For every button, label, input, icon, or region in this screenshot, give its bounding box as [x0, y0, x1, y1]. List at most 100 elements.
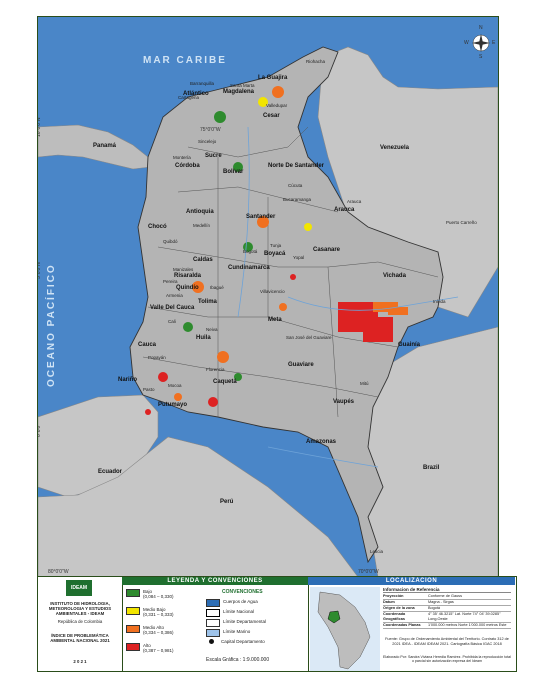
department-label: Vaupés: [333, 399, 355, 405]
capital-label: Riohacha: [306, 59, 326, 64]
legend-class-range: (0,334 – 0,386): [143, 630, 174, 635]
department-label: Caquetá: [213, 379, 237, 385]
capital-label: Valledupar: [266, 103, 288, 108]
capital-label: Popayán: [148, 355, 166, 360]
convention-item: Capital Departamento: [206, 639, 265, 644]
capital-label: Florencia: [206, 367, 225, 372]
country-label: Panamá: [93, 143, 117, 149]
location-header: LOCALIZACION: [308, 577, 515, 585]
legend-class: Bajo (0,084 – 0,330): [126, 589, 174, 599]
map-frame: MAR CARIBE OCEANO PACÍFICO N S E W Panam…: [37, 16, 499, 578]
lon-label: 75°0'0"W: [200, 127, 221, 133]
compass-e: E: [492, 40, 496, 46]
department-label: Norte De Santander: [268, 163, 325, 169]
legend-swatch: [126, 643, 140, 651]
institution-country: República de Colombia: [57, 619, 103, 624]
department-label: Antioquia: [186, 209, 214, 215]
country-label: Venezuela: [380, 145, 410, 151]
capital-label: Santa Marta: [230, 83, 255, 88]
country-label: Ecuador: [98, 469, 123, 475]
compass-s: S: [479, 54, 483, 60]
department-label: Meta: [268, 317, 282, 323]
info-row: Origen de la zona Bogotá: [383, 606, 511, 612]
department-label: Boyacá: [264, 251, 286, 257]
panama-landmass: [38, 124, 151, 170]
capital-label: Medellín: [193, 223, 211, 228]
compass-w: W: [464, 40, 469, 46]
capital-label: Cartagena: [178, 95, 200, 100]
convention-item: Límite Departamental: [206, 619, 266, 627]
capital-label: Arauca: [347, 199, 362, 204]
department-label: Amazonas: [306, 439, 337, 445]
department-label: Risaralda: [174, 273, 202, 279]
convention-label: Límite Nacional: [223, 609, 255, 614]
department-label: Putumayo: [158, 402, 188, 408]
source-text: Fuente: Grupo de Ordenamiento Ambiental …: [385, 637, 509, 646]
legend-box: LEYENDA Y CONVENCIONES Bajo (0,084 – 0,33…: [122, 577, 309, 671]
capital-label: Montería: [173, 155, 191, 160]
scale-label: Escala Gráfica : 1:9.000.000: [206, 657, 270, 663]
convention-label: Límite Marino: [223, 629, 251, 634]
capital-label: Puerto Carreño: [446, 220, 477, 225]
legend-class-range: (0,084 – 0,330): [143, 594, 174, 599]
map-canvas: [38, 17, 498, 577]
department-label: Guaviare: [288, 362, 314, 368]
capital-label: Bucaramanga: [283, 197, 312, 202]
convention-label: Capital Departamento: [221, 639, 265, 644]
department-label: Chocó: [148, 224, 167, 230]
compass-icon: [472, 34, 490, 52]
institution-box: IDEAM INSTITUTO DE HIDROLOGIA, METEOROLO…: [38, 577, 123, 671]
capital-label: Neiva: [206, 327, 218, 332]
department-label: Vichada: [383, 273, 406, 279]
index-hotspots: [145, 86, 408, 415]
capital-label: Bogotá: [243, 249, 258, 254]
legend-class: Medio Alto (0,334 – 0,386): [126, 625, 174, 635]
department-label: Guainía: [398, 342, 421, 348]
department-label: Magdalena: [223, 89, 255, 95]
department-label: Cundinamarca: [228, 265, 270, 271]
legend-panel: IDEAM INSTITUTO DE HIDROLOGIA, METEOROLO…: [37, 576, 517, 672]
compass-n: N: [479, 25, 483, 31]
capital-dot-icon: [209, 639, 214, 644]
capital-label: Mocoa: [168, 383, 182, 388]
capital-label: Pereira: [163, 279, 178, 284]
legend-class-label: Medio Bajo: [143, 607, 166, 612]
country-label: Brazil: [423, 465, 440, 471]
department-label: Bolívar: [223, 169, 244, 175]
capital-label: Tunja: [270, 243, 282, 248]
info-row: Proyección Conforme de Gauss: [383, 594, 511, 600]
department-label: Tolima: [198, 299, 217, 305]
department-label: Córdoba: [175, 163, 200, 169]
location-box: LOCALIZACION Informacion de Referencia P…: [308, 577, 515, 671]
convention-label: Límite Departamental: [223, 619, 267, 624]
capital-label: Sincelejo: [198, 139, 217, 144]
department-label: La Guajira: [258, 75, 288, 81]
capital-label: Leticia: [370, 549, 384, 554]
caribbean-sea-label: MAR CARIBE: [143, 55, 227, 66]
legend-class-label: Medio Alto: [143, 625, 165, 630]
legend-swatch: [126, 625, 140, 633]
department-label: Caldas: [193, 257, 213, 263]
department-label: Arauca: [334, 207, 355, 213]
convention-item: Cuerpos de Agua: [206, 599, 258, 607]
department-label: Sucre: [205, 153, 222, 159]
legend-class-range: (0,387 – 0,981): [143, 648, 174, 653]
capital-label: Villavicencio: [260, 289, 285, 294]
lat-label: 0°0'0": [37, 423, 42, 437]
ideam-logo: IDEAM: [66, 580, 92, 596]
info-table: Proyección Conforme de Gauss Datum Magna -…: [383, 594, 511, 629]
pacific-ocean-label: OCEANO PACÍFICO: [46, 263, 57, 387]
national-limit-swatch: [206, 609, 220, 617]
legend-header: LEYENDA Y CONVENCIONES: [122, 577, 308, 585]
country-label: Perú: [220, 499, 234, 505]
venezuela-landmass: [317, 46, 498, 318]
legend-class-label: Alto: [143, 643, 151, 648]
info-header: Informacion de Referencia: [383, 587, 511, 593]
department-label: Santander: [246, 214, 276, 220]
rivers: [237, 126, 459, 468]
lon-label: 70°0'0"W: [358, 569, 379, 575]
lat-label: 10°0'0"N: [37, 117, 42, 137]
map-year: 2 0 2 1: [73, 659, 87, 664]
legend-class: Medio Bajo (0,331 – 0,333): [126, 607, 174, 617]
capital-label: Barranquilla: [190, 81, 215, 86]
